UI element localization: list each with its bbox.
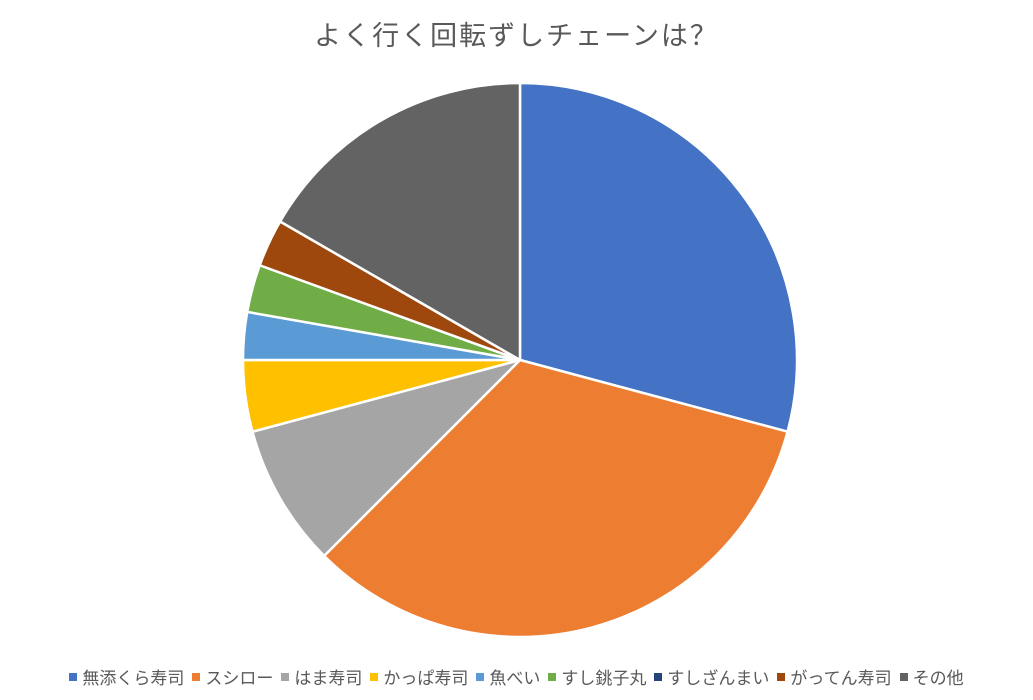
legend-label: はま寿司 <box>294 669 363 689</box>
chart-title: よく行く回転ずしチェーンは？ <box>314 21 719 52</box>
legend-item: その他 <box>899 664 964 689</box>
legend-swatch-icon <box>69 672 78 681</box>
pie-slice-2 <box>251 358 522 558</box>
pie-slices <box>241 81 799 639</box>
legend-item: すしざんまい <box>654 664 769 689</box>
pie-slice-0 <box>518 81 799 433</box>
legend-label: 魚べい <box>489 669 541 689</box>
legend-label: かっぱ寿司 <box>383 669 469 689</box>
legend-label: 無添くら寿司 <box>82 669 185 689</box>
pie-slice-8 <box>278 81 522 362</box>
legend-swatch-icon <box>476 672 485 681</box>
legend-swatch-icon <box>192 672 201 681</box>
legend-swatch-icon <box>777 672 786 681</box>
legend-label: すし銚子丸 <box>561 669 647 689</box>
legend-swatch-icon <box>548 672 557 681</box>
legend-item: すし銚子丸 <box>548 664 646 689</box>
legend-label: スシロー <box>205 669 274 689</box>
legend-swatch-icon <box>281 672 290 681</box>
legend-item: スシロー <box>192 664 273 689</box>
legend-item: かっぱ寿司 <box>370 664 468 689</box>
legend-item: 魚べい <box>476 664 540 689</box>
legend-item: がってん寿司 <box>777 664 892 689</box>
pie-chart <box>241 81 799 639</box>
legend-label: がってん寿司 <box>790 669 892 689</box>
legend-swatch-icon <box>899 672 908 681</box>
legend-swatch-icon <box>370 672 379 681</box>
legend-label: すしざんまい <box>667 669 770 689</box>
legend-swatch-icon <box>654 672 663 681</box>
legend-label: その他 <box>912 669 964 689</box>
legend-item: はま寿司 <box>281 664 362 689</box>
chart-legend: 無添くら寿司 スシロー はま寿司 かっぱ寿司 魚べい すし銚子丸 すしざんまい がってん寿司そ… <box>0 664 1033 689</box>
legend-item: 無添くら寿司 <box>69 664 184 689</box>
pie-slice-1 <box>322 358 789 639</box>
